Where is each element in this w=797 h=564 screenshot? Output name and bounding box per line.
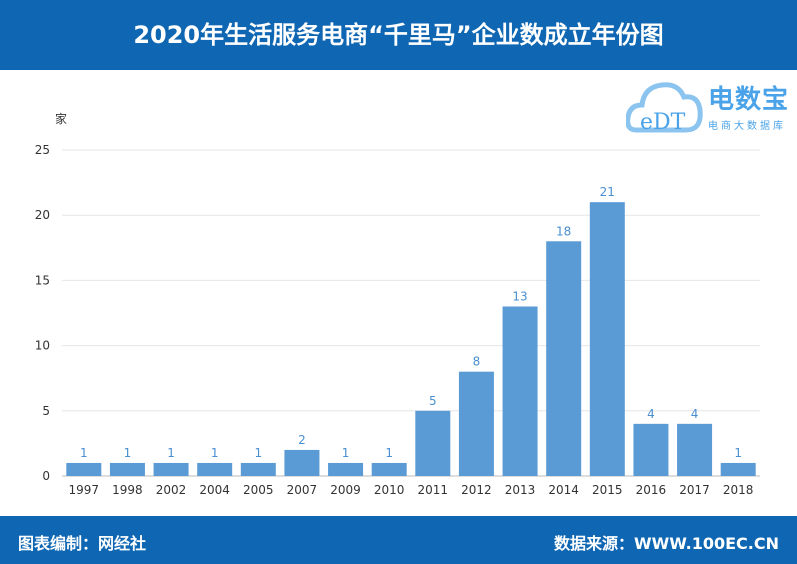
- footer: 图表编制：网经社 数据来源：WWW.100EC.CN: [0, 516, 797, 564]
- x-tick-label: 2002: [156, 483, 187, 497]
- data-label: 13: [512, 289, 527, 303]
- y-tick-label: 5: [42, 404, 50, 418]
- data-label: 21: [600, 185, 615, 199]
- bar: [677, 423, 713, 476]
- x-tick-label: 2013: [505, 483, 536, 497]
- x-tick-label: 2005: [243, 483, 274, 497]
- y-tick-label: 20: [35, 208, 50, 222]
- bar: [589, 202, 625, 476]
- data-label: 1: [385, 446, 393, 460]
- y-tick-label: 15: [35, 273, 50, 287]
- cloud-logo-icon: eDT: [626, 82, 703, 135]
- x-tick-label: 2011: [418, 483, 449, 497]
- y-tick-label: 25: [35, 143, 50, 157]
- bar: [458, 371, 494, 476]
- svg-text:eDT: eDT: [640, 110, 686, 135]
- footer-source: 数据来源：WWW.100EC.CN: [553, 534, 779, 553]
- x-tick-label: 2009: [330, 483, 361, 497]
- data-label: 18: [556, 224, 571, 238]
- y-tick-label: 0: [42, 469, 50, 483]
- data-label: 1: [80, 446, 88, 460]
- bar: [284, 449, 320, 476]
- x-tick-label: 2007: [287, 483, 318, 497]
- x-tick-label: 1998: [112, 483, 143, 497]
- bar: [197, 462, 233, 476]
- chart-title: 2020年生活服务电商“千里马”企业数成立年份图: [133, 21, 664, 49]
- bar: [240, 462, 276, 476]
- bar: [415, 410, 451, 476]
- footer-credit: 图表编制：网经社: [18, 534, 147, 553]
- bar: [371, 462, 407, 476]
- data-label: 1: [211, 446, 219, 460]
- data-label: 1: [342, 446, 350, 460]
- x-tick-label: 1997: [69, 483, 100, 497]
- bar: [109, 462, 145, 476]
- logo-name: 电数宝: [708, 85, 790, 115]
- bar: [720, 462, 756, 476]
- bar: [546, 241, 582, 476]
- x-tick-label: 2014: [548, 483, 579, 497]
- x-tick-label: 2004: [199, 483, 230, 497]
- data-label: 1: [254, 446, 262, 460]
- bar: [502, 306, 538, 476]
- data-label: 4: [647, 407, 655, 421]
- bar: [66, 462, 102, 476]
- logo: eDT 电数宝 电商大数据库: [626, 75, 796, 137]
- bar: [153, 462, 189, 476]
- data-label: 8: [473, 355, 481, 369]
- y-tick-label: 10: [35, 339, 50, 353]
- bar: [328, 462, 364, 476]
- x-tick-label: 2010: [374, 483, 405, 497]
- chart-title-bar: 2020年生活服务电商“千里马”企业数成立年份图: [0, 0, 797, 70]
- data-label: 5: [429, 394, 437, 408]
- data-label: 1: [167, 446, 175, 460]
- data-label: 1: [124, 446, 132, 460]
- x-tick-label: 2016: [636, 483, 667, 497]
- data-label: 1: [734, 446, 742, 460]
- x-tick-label: 2015: [592, 483, 623, 497]
- bar: [633, 423, 669, 476]
- bar-chart: 家 05101520251199711998120021200412005220…: [35, 111, 760, 497]
- y-axis-label: 家: [55, 111, 67, 126]
- x-tick-label: 2018: [723, 483, 754, 497]
- data-label: 2: [298, 433, 306, 447]
- x-tick-label: 2017: [679, 483, 710, 497]
- logo-subtitle: 电商大数据库: [708, 121, 786, 132]
- data-label: 4: [691, 407, 699, 421]
- x-tick-label: 2012: [461, 483, 492, 497]
